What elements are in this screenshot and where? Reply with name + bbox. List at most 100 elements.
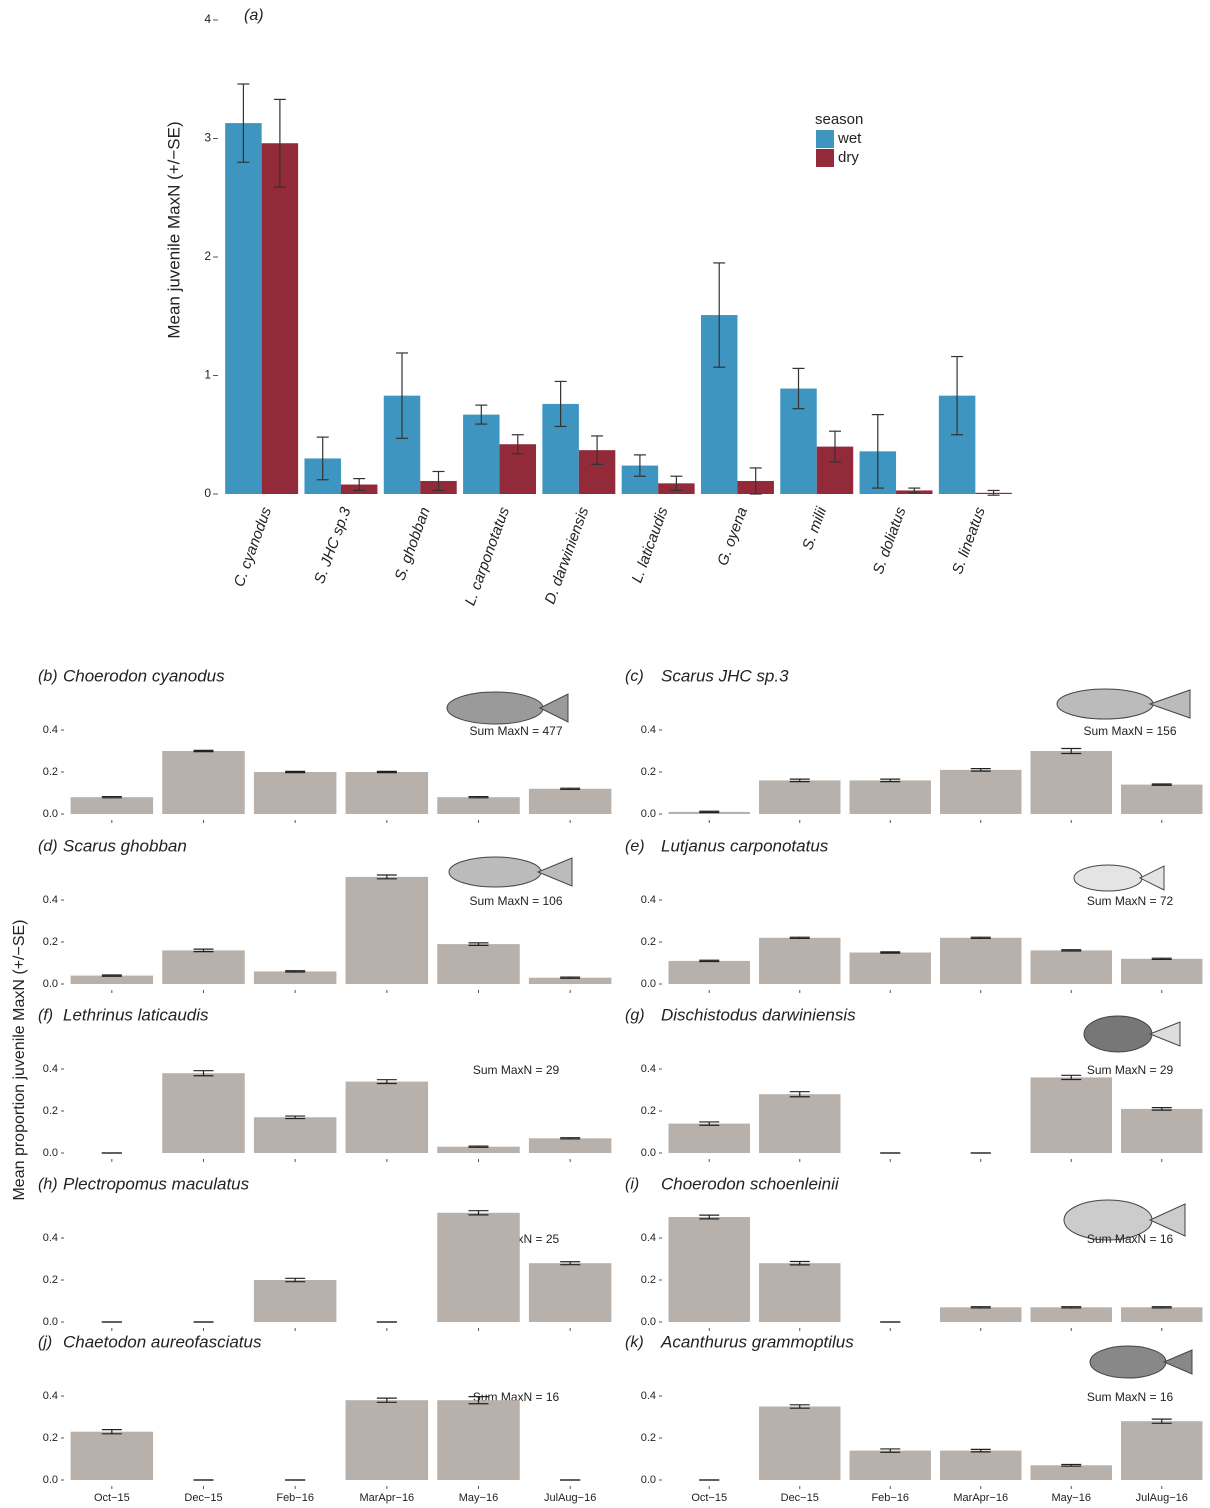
panel-title: Acanthurus grammoptilus <box>660 1332 854 1351</box>
bar <box>1121 1421 1203 1480</box>
bar <box>437 1146 520 1153</box>
bar <box>345 772 429 814</box>
bar <box>437 944 520 984</box>
panel-title: Choerodon cyanodus <box>63 666 225 685</box>
panel-title: Plectropomus maculatus <box>63 1174 250 1193</box>
fish-tail <box>1148 689 1191 719</box>
error-bar <box>1061 1463 1082 1467</box>
error-bar <box>792 367 805 410</box>
y-tick-label: 0.0 <box>43 1147 58 1159</box>
annotation: Sum MaxN = 29 <box>473 1063 560 1077</box>
bar <box>463 414 500 494</box>
annotation: Sum MaxN = 106 <box>469 894 562 908</box>
error-bar <box>1151 1306 1172 1309</box>
fish <box>446 691 544 725</box>
y-tick-label: 0.0 <box>641 1147 656 1159</box>
fish <box>1073 864 1143 892</box>
y-tick-label: 0.0 <box>43 1316 58 1328</box>
error-bar <box>560 976 581 979</box>
error-bar <box>789 936 810 940</box>
error-bar <box>376 770 397 774</box>
panel-label: (c) <box>625 668 644 685</box>
bar <box>162 950 245 984</box>
bar <box>225 123 262 494</box>
error-bar <box>1151 1107 1172 1111</box>
bar <box>1030 1307 1112 1322</box>
bar <box>70 975 154 984</box>
panel-label: (i) <box>625 1176 639 1193</box>
y-tick-label: 0.2 <box>43 1274 58 1286</box>
panel-title: Chaetodon aureofasciatus <box>63 1332 262 1351</box>
panel-label: (e) <box>625 838 645 855</box>
error-bar <box>193 749 214 753</box>
x-tick-label: MarApr−16 <box>953 1492 1008 1504</box>
fish-tail <box>1162 1349 1193 1375</box>
bar <box>668 1123 750 1153</box>
bar <box>253 1117 337 1153</box>
x-tick-label: May−16 <box>459 1492 498 1504</box>
error-bar <box>1061 949 1082 952</box>
error-bar <box>285 970 306 973</box>
bar <box>759 1263 841 1322</box>
error-bar <box>316 436 329 481</box>
error-bar <box>376 1397 397 1403</box>
x-tick-label: Dec−15 <box>184 1492 222 1504</box>
error-bar <box>951 355 964 436</box>
bar <box>759 937 841 984</box>
error-bar <box>511 434 524 455</box>
error-bar <box>1061 1306 1082 1309</box>
error-bar <box>789 1091 810 1098</box>
x-tick-label: G. oyena <box>714 505 751 568</box>
panel-label: (j) <box>38 1334 52 1351</box>
error-bar <box>468 795 489 799</box>
y-axis-label: Mean juvenile MaxN (+/−SE) <box>164 121 183 338</box>
bar <box>849 952 931 984</box>
panel-label: (d) <box>38 838 58 855</box>
bar <box>1121 1108 1203 1153</box>
bar <box>1030 751 1112 814</box>
x-tick-label: L. laticaudis <box>629 504 672 585</box>
x-tick-label: D. darwiniensis <box>542 504 593 606</box>
panel-label: (g) <box>625 1007 645 1024</box>
x-tick-label: S. ghobban <box>392 505 434 583</box>
error-bar <box>560 1261 581 1266</box>
y-tick-label: 0.4 <box>43 1232 58 1244</box>
y-tick-label: 0.0 <box>43 978 58 990</box>
error-bar <box>376 874 397 880</box>
fish-illustrations <box>446 688 1193 1379</box>
y-tick-label: 0.0 <box>43 808 58 820</box>
error-bar <box>699 1121 720 1126</box>
error-bar <box>871 414 884 489</box>
y-tick-label: 0.4 <box>641 724 656 736</box>
bar <box>261 143 299 495</box>
error-bar <box>468 942 489 946</box>
bar <box>1121 784 1203 814</box>
x-tick-label: Feb−16 <box>276 1492 314 1504</box>
legend-swatch <box>816 130 834 148</box>
bar <box>437 1212 520 1322</box>
x-tick-label: S. doliatus <box>870 504 910 576</box>
error-bar <box>789 1260 810 1266</box>
y-tick-label: 0.4 <box>43 724 58 736</box>
bar <box>940 1307 1022 1322</box>
bar <box>1121 958 1203 984</box>
bar <box>940 1450 1022 1480</box>
fish-tail <box>1138 865 1165 891</box>
bar <box>253 772 337 814</box>
y-tick-label: 0.2 <box>641 1274 656 1286</box>
x-tick-label: Dec−15 <box>781 1492 819 1504</box>
bar <box>759 780 841 814</box>
x-tick-label: L. carponotatus <box>462 504 514 607</box>
bar <box>162 1073 245 1153</box>
y-tick-label: 0.4 <box>43 1390 58 1402</box>
x-tick-label: May−16 <box>1052 1492 1091 1504</box>
error-bar <box>987 489 1000 496</box>
bar <box>528 1138 612 1153</box>
error-bar <box>285 1115 306 1120</box>
annotation: Sum MaxN = 29 <box>1087 1063 1174 1077</box>
bar <box>940 937 1022 984</box>
x-tick-label: MarApr−16 <box>359 1492 414 1504</box>
fish <box>1083 1015 1153 1053</box>
bar <box>345 876 429 984</box>
bar <box>668 1217 750 1322</box>
